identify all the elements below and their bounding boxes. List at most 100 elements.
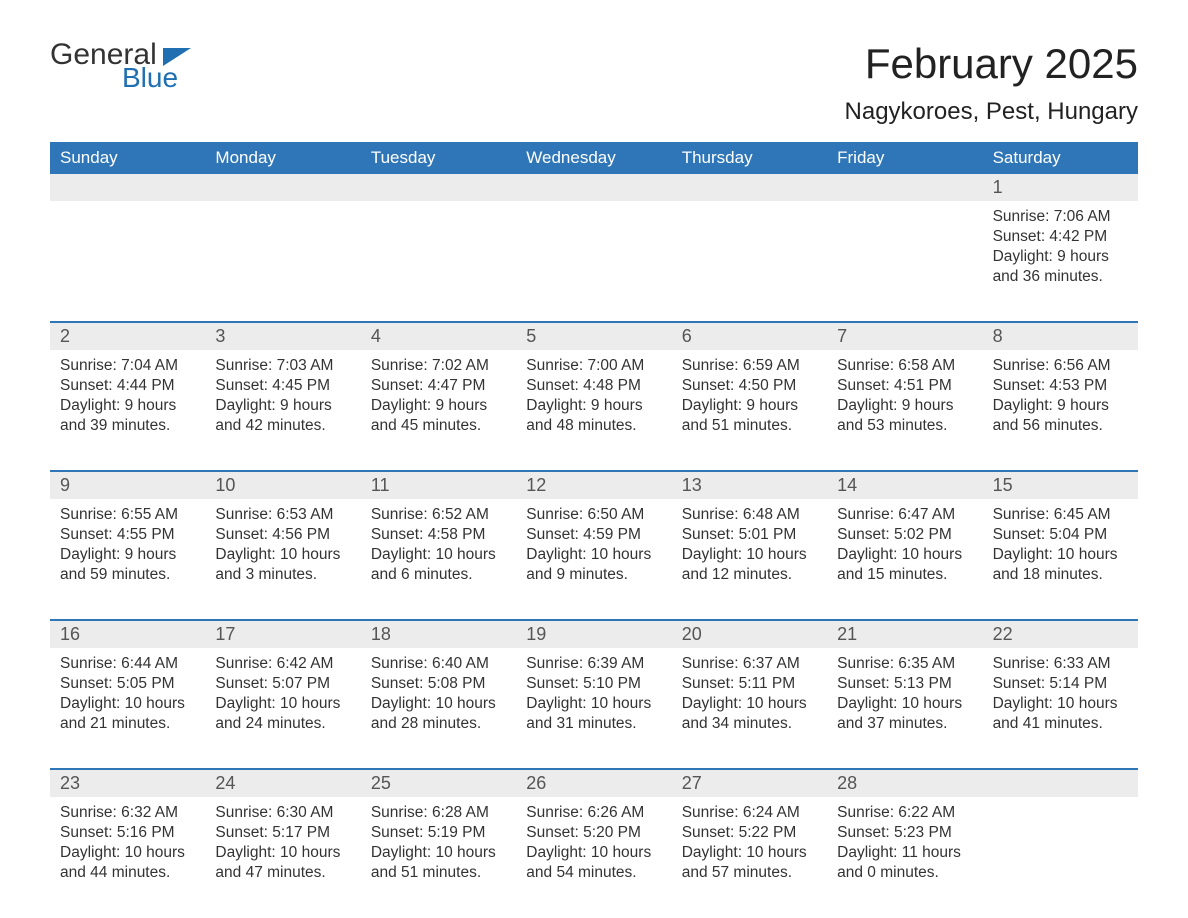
day-number: 5 (516, 323, 671, 350)
sunset-line: Sunset: 4:44 PM (60, 376, 195, 396)
day-cell: Sunrise: 6:58 AMSunset: 4:51 PMDaylight:… (827, 350, 982, 450)
day-cell: Sunrise: 6:28 AMSunset: 5:19 PMDaylight:… (361, 797, 516, 897)
weekday-header: Tuesday (361, 142, 516, 174)
week-row: 9101112131415Sunrise: 6:55 AMSunset: 4:5… (50, 470, 1138, 599)
week-row: 16171819202122 Sunrise: 6:44 AM Sunset: 5:… (50, 619, 1138, 748)
daylight-line: Daylight: 10 hours and 34 minutes. (682, 694, 817, 734)
logo-top-row: General (50, 40, 191, 70)
sunrise-line: Sunrise: 6:59 AM (682, 356, 817, 376)
sunset-line: Sunset: 5:08 PM (371, 674, 506, 694)
day-cell: Sunrise: 6:37 AMSunset: 5:11 PMDaylight:… (672, 648, 827, 748)
location-subtitle: Nagykoroes, Pest, Hungary (845, 98, 1138, 126)
sunset-line: Sunset: 5:02 PM (837, 525, 972, 545)
daylight-line: Daylight: 10 hours and 3 minutes. (215, 545, 350, 585)
day-number: 3 (205, 323, 360, 350)
daylight-line: Daylight: 9 hours and 45 minutes. (371, 396, 506, 436)
daylight-line: Daylight: 10 hours and 51 minutes. (371, 843, 506, 883)
daylight-line: Daylight: 10 hours and 15 minutes. (837, 545, 972, 585)
sunset-line: Sunset: 4:59 PM (526, 525, 661, 545)
sunrise-line: Sunrise: 6:45 AM (993, 505, 1128, 525)
daylight-line: Daylight: 10 hours and 9 minutes. (526, 545, 661, 585)
daynum-row: 232425262728 (50, 770, 1138, 797)
daylight-line: Daylight: 10 hours and 6 minutes. (371, 545, 506, 585)
daylight-line: Daylight: 10 hours and 12 minutes. (682, 545, 817, 585)
day-number: 14 (827, 472, 982, 499)
daylight-line: Daylight: 9 hours and 59 minutes. (60, 545, 195, 585)
daylight-line: Daylight: 9 hours and 36 minutes. (993, 247, 1128, 287)
day-number (827, 174, 982, 201)
daylight-line: Daylight: 10 hours and 28 minutes. (371, 694, 506, 734)
day-number: 26 (516, 770, 671, 797)
day-cell (50, 201, 205, 301)
day-number: 28 (827, 770, 982, 797)
day-number (361, 174, 516, 201)
weekday-header: Sunday (50, 142, 205, 174)
day-cell: Sunrise: 6:45 AMSunset: 5:04 PMDaylight:… (983, 499, 1138, 599)
day-number (50, 174, 205, 201)
day-number: 16 (50, 621, 205, 648)
sunrise-line: Sunrise: 6:35 AM (837, 654, 972, 674)
day-number: 23 (50, 770, 205, 797)
sunrise-line: Sunrise: 6:32 AM (60, 803, 195, 823)
day-cell: Sunrise: 6:22 AMSunset: 5:23 PMDaylight:… (827, 797, 982, 897)
sunrise-line: Sunrise: 7:04 AM (60, 356, 195, 376)
day-number: 7 (827, 323, 982, 350)
sunset-line: Sunset: 5:11 PM (682, 674, 817, 694)
sunrise-line: Sunrise: 6:50 AM (526, 505, 661, 525)
sunrise-line: Sunrise: 6:22 AM (837, 803, 972, 823)
week-row: 1Sunrise: 7:06 AMSunset: 4:42 PMDaylight… (50, 174, 1138, 301)
sunrise-line: Sunrise: 7:02 AM (371, 356, 506, 376)
daylight-line: Daylight: 9 hours and 39 minutes. (60, 396, 195, 436)
day-cell: Sunrise: 6:32 AMSunset: 5:16 PMDaylight:… (50, 797, 205, 897)
day-number: 10 (205, 472, 360, 499)
sunrise-line: Sunrise: 6:39 AM (526, 654, 661, 674)
day-cell: Sunrise: 7:04 AMSunset: 4:44 PMDaylight:… (50, 350, 205, 450)
day-number: 9 (50, 472, 205, 499)
weekday-header: Thursday (672, 142, 827, 174)
sunrise-line: Sunrise: 6:48 AM (682, 505, 817, 525)
sunrise-line: Sunrise: 6:24 AM (682, 803, 817, 823)
daylight-line: Daylight: 10 hours and 57 minutes. (682, 843, 817, 883)
day-cell (827, 201, 982, 301)
sunrise-line: Sunrise: 6:56 AM (993, 356, 1128, 376)
daylight-line: Daylight: 9 hours and 48 minutes. (526, 396, 661, 436)
daylight-line: Daylight: 10 hours and 24 minutes. (215, 694, 350, 734)
sunset-line: Sunset: 4:58 PM (371, 525, 506, 545)
sunrise-line: Sunrise: 6:44 AM (60, 654, 195, 674)
sunset-line: Sunset: 5:19 PM (371, 823, 506, 843)
sunrise-line: Sunrise: 7:03 AM (215, 356, 350, 376)
day-number: 25 (361, 770, 516, 797)
day-number: 18 (361, 621, 516, 648)
sunset-line: Sunset: 5:23 PM (837, 823, 972, 843)
day-number: 6 (672, 323, 827, 350)
day-number (983, 770, 1138, 797)
day-cell: Sunrise: 6:24 AMSunset: 5:22 PMDaylight:… (672, 797, 827, 897)
day-cell: Sunrise: 6:39 AMSunset: 5:10 PMDaylight:… (516, 648, 671, 748)
sunset-line: Sunset: 4:48 PM (526, 376, 661, 396)
day-cell: Sunrise: 6:30 AMSunset: 5:17 PMDaylight:… (205, 797, 360, 897)
daynum-row: 9101112131415 (50, 472, 1138, 499)
sunset-line: Sunset: 5:04 PM (993, 525, 1128, 545)
day-number (516, 174, 671, 201)
sunset-line: Sunset: 4:53 PM (993, 376, 1128, 396)
day-number: 12 (516, 472, 671, 499)
day-cell: Sunrise: 6:40 AMSunset: 5:08 PMDaylight:… (361, 648, 516, 748)
daylight-line: Daylight: 10 hours and 41 minutes. (993, 694, 1128, 734)
header: General Blue February 2025 Nagykoroes, P… (50, 40, 1138, 126)
weekday-header: Monday (205, 142, 360, 174)
sunset-line: Sunset: 5:20 PM (526, 823, 661, 843)
daynum-row: 16171819202122 (50, 621, 1138, 648)
day-cell: Sunrise: 7:06 AMSunset: 4:42 PMDaylight:… (983, 201, 1138, 301)
daylight-line: Daylight: 9 hours and 56 minutes. (993, 396, 1128, 436)
sunrise-line: Sunrise: 6:47 AM (837, 505, 972, 525)
daylight-line: Daylight: 10 hours and 47 minutes. (215, 843, 350, 883)
day-number (672, 174, 827, 201)
day-number: 17 (205, 621, 360, 648)
daylight-line: Daylight: 9 hours and 42 minutes. (215, 396, 350, 436)
day-number (205, 174, 360, 201)
day-number: 8 (983, 323, 1138, 350)
daynum-row: 2345678 (50, 323, 1138, 350)
sunset-line: Sunset: 4:51 PM (837, 376, 972, 396)
day-cell: Sunrise: 6:50 AMSunset: 4:59 PMDaylight:… (516, 499, 671, 599)
day-cell: Sunrise: 6:56 AMSunset: 4:53 PMDaylight:… (983, 350, 1138, 450)
